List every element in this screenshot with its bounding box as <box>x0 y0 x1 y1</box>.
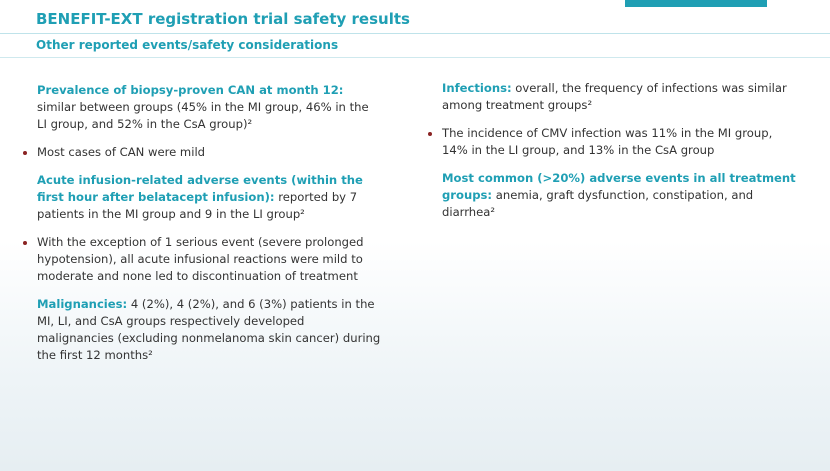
can-bullet: Most cases of CAN were mild <box>23 144 382 161</box>
infusion-text: reported by 7 patients in the MI group a… <box>37 190 358 221</box>
malignancies-heading: Malignancies: <box>37 297 128 311</box>
title-divider <box>0 33 830 34</box>
background-gradient <box>0 241 830 471</box>
infusion-bullet-text: With the exception of 1 serious event (s… <box>37 235 364 283</box>
slide-subtitle: Other reported events/safety considerati… <box>36 38 339 52</box>
infections-paragraph: Infections: overall, the frequency of in… <box>442 80 797 114</box>
infections-heading: Infections: <box>442 81 512 95</box>
infections-text: overall, the frequency of infections was… <box>442 81 787 112</box>
left-column: Prevalence of biopsy-proven CAN at month… <box>23 82 382 375</box>
malignancies-text: 4 (2%), 4 (2%), and 6 (3%) patients in t… <box>37 297 381 362</box>
infusion-paragraph: Acute infusion-related adverse events (w… <box>37 172 382 223</box>
infusion-heading: Acute infusion-related adverse events (w… <box>37 173 363 204</box>
can-bullet-text: Most cases of CAN were mild <box>37 145 206 159</box>
common-events-heading: Most common (>20%) adverse events in all… <box>442 171 796 202</box>
top-accent-bar <box>625 0 767 7</box>
infusion-bullet: With the exception of 1 serious event (s… <box>23 234 382 285</box>
bullet-icon <box>428 132 432 136</box>
bullet-icon <box>23 151 27 155</box>
slide-title: BENEFIT-EXT registration trial safety re… <box>36 10 410 28</box>
malignancies-paragraph: Malignancies: 4 (2%), 4 (2%), and 6 (3%)… <box>37 296 382 364</box>
common-events-text: anemia, graft dysfunction, constipation,… <box>442 188 754 219</box>
common-events-paragraph: Most common (>20%) adverse events in all… <box>442 170 797 221</box>
can-paragraph: Prevalence of biopsy-proven CAN at month… <box>37 82 382 133</box>
can-heading: Prevalence of biopsy-proven CAN at month… <box>37 83 344 97</box>
can-text: similar between groups (45% in the MI gr… <box>37 100 369 131</box>
cmv-bullet: The incidence of CMV infection was 11% i… <box>428 125 797 159</box>
right-column: Infections: overall, the frequency of in… <box>428 80 797 232</box>
subtitle-divider <box>0 57 830 58</box>
cmv-bullet-text: The incidence of CMV infection was 11% i… <box>442 126 773 157</box>
bullet-icon <box>23 241 27 245</box>
